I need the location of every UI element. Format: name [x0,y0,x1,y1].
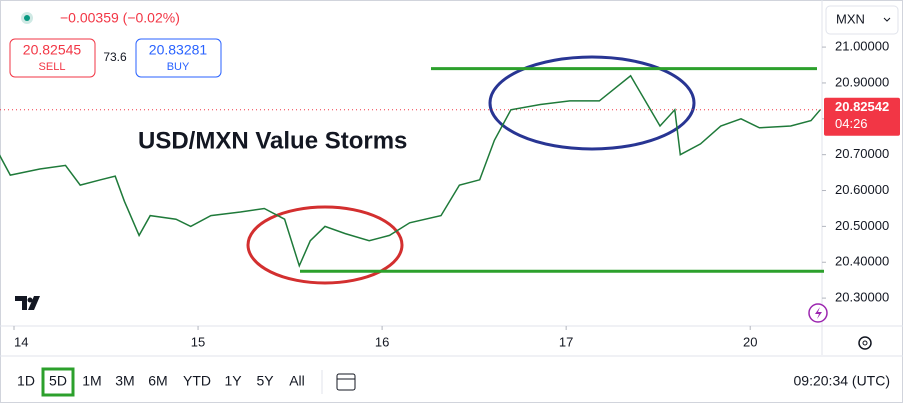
range-button[interactable]: 6M [148,373,167,389]
settings-core [862,340,868,346]
x-tick-label: 17 [559,334,573,349]
range-button[interactable]: 1Y [224,373,242,389]
y-tick-label: 20.50000 [835,218,889,233]
range-button[interactable]: All [289,373,305,389]
x-tick-label: 15 [191,334,205,349]
settings-icon[interactable] [858,336,872,350]
last-price-label: 20.82542 [835,99,889,114]
y-tick-label: 20.70000 [835,146,889,161]
spread: 73.6 [103,50,127,64]
y-tick-label: 21.00000 [835,39,889,54]
last-price-tag [824,97,900,136]
buy-button[interactable] [135,38,222,78]
red-ellipse [246,205,404,285]
chart-title: USD/MXN Value Storms [138,127,407,154]
y-tick-label: 20.60000 [835,182,889,197]
calendar-icon[interactable] [336,373,356,391]
range-button[interactable]: 1D [17,373,35,389]
range-button[interactable]: YTD [183,373,211,389]
range-button[interactable]: 5D [49,373,67,389]
status-dot-core [24,15,30,21]
x-tick-label: 20 [743,334,757,349]
x-tick-label: 16 [375,334,389,349]
tv-logo-dot [27,297,33,303]
x-tick-label: 14 [14,334,28,349]
buy-price: 20.83281 [149,42,208,58]
countdown: 04:26 [835,116,868,131]
sell-price: 20.82545 [23,42,82,58]
blue-ellipse [488,55,696,151]
change: −0.00359 (−0.02%) [60,10,180,26]
price-line [0,74,821,268]
toolbar: 1D 5D 1M 3M 6M YTD 1Y 5Y All [17,367,305,397]
active-range-box [41,367,75,397]
sell-button[interactable] [9,38,96,78]
range-button[interactable]: 5Y [256,373,274,389]
y-tick-label: 20.90000 [835,74,889,89]
tv-logo [15,296,40,310]
chevron [883,17,891,22]
y-tick-label: 20.40000 [835,254,889,269]
buy-label: BUY [167,61,190,73]
currency-select[interactable] [825,5,899,35]
range-button[interactable]: 1M [82,373,101,389]
currency: MXN [836,11,865,26]
range-button[interactable]: 3M [115,373,134,389]
y-tick-label: 20.30000 [835,290,889,305]
sell-label: SELL [39,61,66,73]
bolt [815,307,822,319]
clock: 09:20:34 (UTC) [794,373,890,389]
